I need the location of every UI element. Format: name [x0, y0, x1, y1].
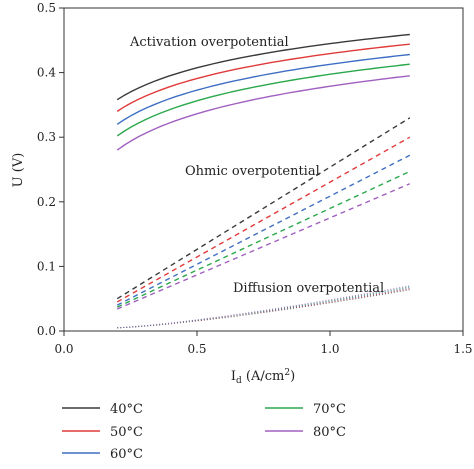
- x-axis-label: Id (A/cm2): [231, 368, 295, 386]
- x-axis-label-sub: d: [236, 376, 242, 386]
- series-group: [116, 33, 411, 329]
- activation-line: [116, 43, 410, 112]
- diffusion-line: [117, 285, 410, 329]
- x-tick-label: 0.5: [187, 342, 206, 356]
- x-tick-label: 0.0: [54, 342, 73, 356]
- plot-frame: [63, 7, 464, 332]
- y-tick-label: 0.4: [37, 66, 56, 80]
- legend-label: 80°C: [313, 425, 346, 440]
- annotation-ohmic: Ohmic overpotential: [185, 164, 320, 179]
- plot-area: [63, 7, 464, 332]
- ohmic-line: [116, 154, 411, 306]
- ohmic-line: [116, 136, 411, 303]
- y-tick-label: 0.0: [37, 324, 56, 338]
- y-axis-label: U (V): [11, 153, 26, 188]
- annotation-diffusion: Diffusion overpotential: [233, 281, 384, 296]
- legend-label: 70°C: [313, 402, 346, 417]
- ohmic-line: [116, 183, 411, 310]
- activation-line: [116, 33, 410, 101]
- x-tick-label: 1.5: [453, 342, 472, 356]
- legend-label: 60°C: [110, 447, 143, 462]
- y-tick-label: 0.3: [37, 130, 56, 144]
- legend: 40°C 50°C 60°C 70°C 80°C: [62, 402, 346, 462]
- x-axis-label-close: ): [290, 369, 295, 384]
- legend-label: 40°C: [110, 402, 143, 417]
- activation-line: [116, 75, 410, 151]
- y-tick-label: 0.5: [37, 1, 56, 15]
- activation-line: [116, 63, 410, 137]
- ohmic-line: [116, 117, 411, 300]
- x-axis-label-main: I: [231, 369, 236, 384]
- x-axis-label-unit: (A/cm: [242, 369, 285, 384]
- activation-line: [116, 53, 410, 125]
- annotation-activation: Activation overpotential: [129, 35, 289, 50]
- axes: 0.0 0.5 1.0 1.5 0.0 0.1 0.2 0.3 0.4 0.5: [37, 1, 473, 356]
- y-tick-label: 0.2: [37, 195, 56, 209]
- x-tick-label: 1.0: [320, 342, 339, 356]
- y-tick-label: 0.1: [37, 259, 56, 273]
- legend-label: 50°C: [110, 425, 143, 440]
- x-axis-label-sup: 2: [284, 368, 290, 378]
